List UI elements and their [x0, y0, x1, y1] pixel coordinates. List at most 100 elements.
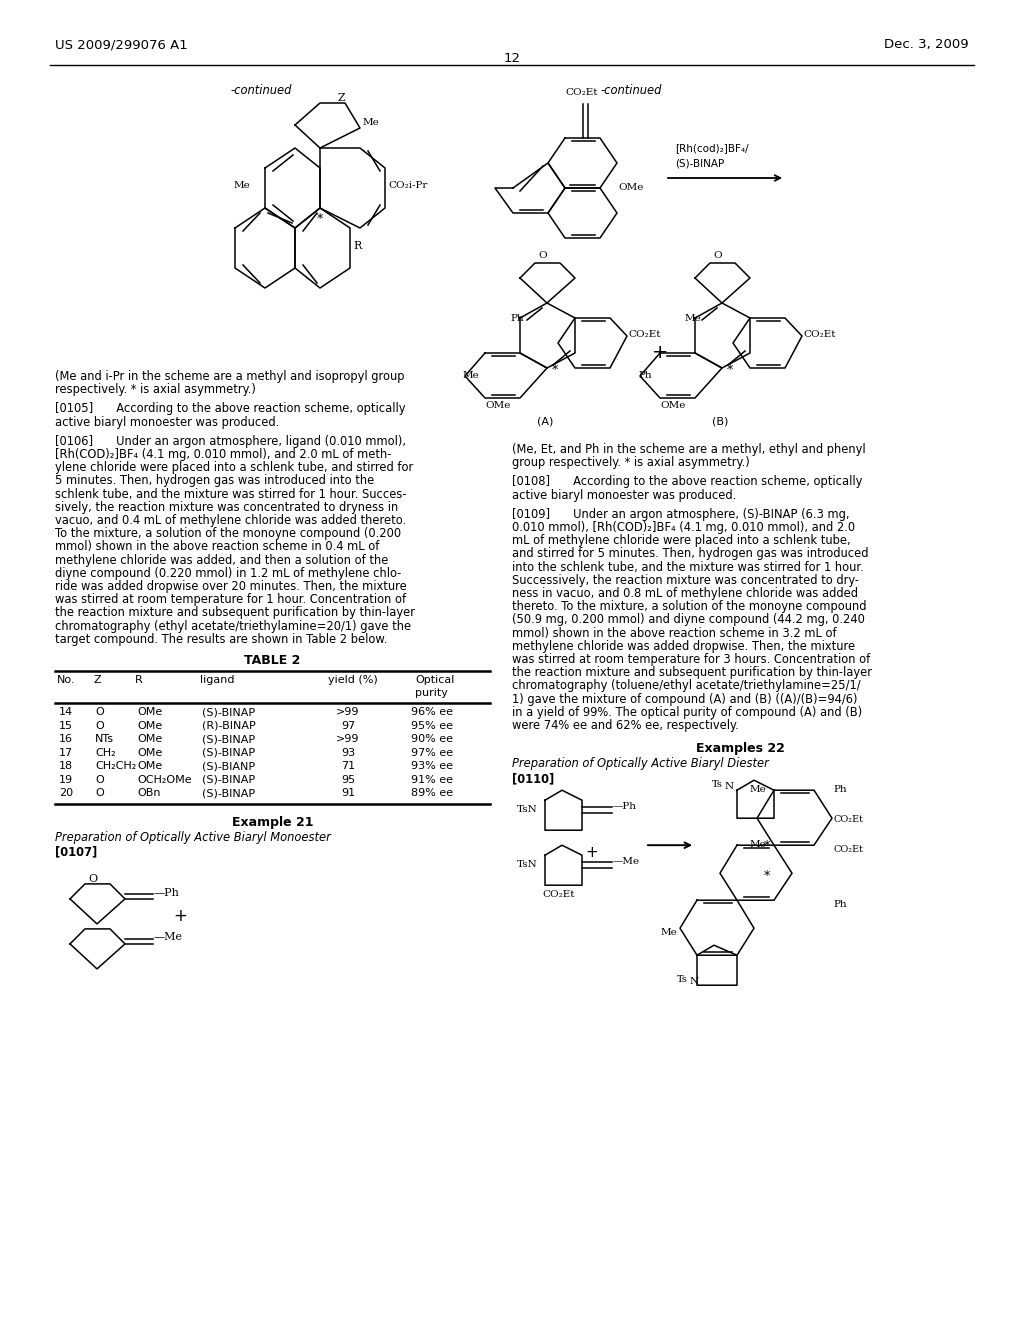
Text: (Me and i-Pr in the scheme are a methyl and isopropyl group: (Me and i-Pr in the scheme are a methyl …	[55, 370, 404, 383]
Text: (S)-BINAP: (S)-BINAP	[202, 788, 255, 799]
Text: (S)-BINAP: (S)-BINAP	[202, 775, 255, 785]
Text: 0.010 mmol), [Rh(COD)₂]BF₄ (4.1 mg, 0.010 mmol), and 2.0: 0.010 mmol), [Rh(COD)₂]BF₄ (4.1 mg, 0.01…	[512, 521, 855, 535]
Text: ligand: ligand	[200, 675, 234, 685]
Text: TABLE 2: TABLE 2	[245, 653, 301, 667]
Text: NTs: NTs	[95, 734, 114, 744]
Text: *: *	[316, 213, 324, 226]
Text: Ts: Ts	[677, 975, 688, 985]
Text: +: +	[173, 907, 187, 925]
Text: 89% ee: 89% ee	[411, 788, 453, 799]
Text: CO₂i-Pr: CO₂i-Pr	[388, 181, 427, 190]
Text: active biaryl monoester was produced.: active biaryl monoester was produced.	[55, 416, 280, 429]
Text: [Rh(COD)₂]BF₄ (4.1 mg, 0.010 mmol), and 2.0 mL of meth-: [Rh(COD)₂]BF₄ (4.1 mg, 0.010 mmol), and …	[55, 447, 391, 461]
Text: Me: Me	[463, 371, 480, 380]
Text: Optical: Optical	[415, 675, 455, 685]
Text: yield (%): yield (%)	[328, 675, 378, 685]
Text: (S)-BIANP: (S)-BIANP	[202, 762, 255, 771]
Text: (S)-BINAP: (S)-BINAP	[202, 748, 255, 758]
Text: >99: >99	[336, 708, 359, 717]
Text: CO₂Et: CO₂Et	[628, 330, 660, 339]
Text: [0109]  Under an argon atmosphere, (S)-BINAP (6.3 mg,: [0109] Under an argon atmosphere, (S)-BI…	[512, 508, 850, 521]
Text: mmol) shown in the above reaction scheme in 0.4 mL of: mmol) shown in the above reaction scheme…	[55, 540, 379, 553]
Text: [0110]: [0110]	[512, 772, 554, 785]
Text: 95% ee: 95% ee	[411, 721, 453, 731]
Text: into the schlenk tube, and the mixture was stirred for 1 hour.: into the schlenk tube, and the mixture w…	[512, 561, 864, 574]
Text: 5 minutes. Then, hydrogen gas was introduced into the: 5 minutes. Then, hydrogen gas was introd…	[55, 474, 374, 487]
Text: [0105]  According to the above reaction scheme, optically: [0105] According to the above reaction s…	[55, 403, 406, 416]
Text: OBn: OBn	[137, 788, 161, 799]
Text: 12: 12	[504, 51, 520, 65]
Text: chromatography (toluene/ethyl acetate/triethylamine=25/1/: chromatography (toluene/ethyl acetate/tr…	[512, 680, 860, 693]
Text: 1) gave the mixture of compound (A) and (B) ((A)/(B)=94/6): 1) gave the mixture of compound (A) and …	[512, 693, 857, 706]
Text: methylene chloride was added, and then a solution of the: methylene chloride was added, and then a…	[55, 553, 388, 566]
Text: Example 21: Example 21	[231, 816, 313, 829]
Text: Ph: Ph	[833, 785, 847, 795]
Text: US 2009/299076 A1: US 2009/299076 A1	[55, 38, 187, 51]
Text: [0108]  According to the above reaction scheme, optically: [0108] According to the above reaction s…	[512, 475, 862, 488]
Text: (S)-BINAP: (S)-BINAP	[202, 708, 255, 717]
Text: *: *	[727, 364, 733, 378]
Text: CH₂: CH₂	[95, 748, 116, 758]
Text: O: O	[714, 251, 722, 260]
Text: sively, the reaction mixture was concentrated to dryness in: sively, the reaction mixture was concent…	[55, 500, 398, 513]
Text: Ph: Ph	[833, 900, 847, 909]
Text: schlenk tube, and the mixture was stirred for 1 hour. Succes-: schlenk tube, and the mixture was stirre…	[55, 487, 407, 500]
Text: N: N	[725, 783, 734, 791]
Text: —Ph: —Ph	[613, 803, 637, 812]
Text: CO₂Et: CO₂Et	[833, 816, 863, 824]
Text: CO₂Et: CO₂Et	[542, 890, 574, 899]
Text: 14: 14	[59, 708, 73, 717]
Text: Me: Me	[660, 928, 677, 937]
Text: mmol) shown in the above reaction scheme in 3.2 mL of: mmol) shown in the above reaction scheme…	[512, 627, 837, 640]
Text: OMe: OMe	[137, 721, 162, 731]
Text: O: O	[539, 251, 547, 260]
Text: [Rh(cod)₂]BF₄/: [Rh(cod)₂]BF₄/	[675, 143, 749, 153]
Text: O: O	[88, 874, 97, 884]
Text: (B): (B)	[712, 416, 728, 426]
Text: Ts: Ts	[712, 780, 723, 789]
Text: Z: Z	[93, 675, 100, 685]
Text: target compound. The results are shown in Table 2 below.: target compound. The results are shown i…	[55, 632, 387, 645]
Text: OMe: OMe	[485, 401, 510, 411]
Text: diyne compound (0.220 mmol) in 1.2 mL of methylene chlo-: diyne compound (0.220 mmol) in 1.2 mL of…	[55, 566, 401, 579]
Text: Preparation of Optically Active Biaryl Monoester: Preparation of Optically Active Biaryl M…	[55, 830, 331, 843]
Text: TsN: TsN	[517, 805, 538, 814]
Text: OCH₂OMe: OCH₂OMe	[137, 775, 191, 785]
Text: To the mixture, a solution of the monoyne compound (0.200: To the mixture, a solution of the monoyn…	[55, 527, 401, 540]
Text: OMe: OMe	[137, 708, 162, 717]
Text: —Me: —Me	[154, 932, 183, 942]
Text: N: N	[690, 977, 699, 986]
Text: (S)-BINAP: (S)-BINAP	[202, 734, 255, 744]
Text: was stirred at room temperature for 1 hour. Concentration of: was stirred at room temperature for 1 ho…	[55, 593, 407, 606]
Text: R: R	[353, 242, 361, 251]
Text: 19: 19	[59, 775, 73, 785]
Text: Me: Me	[750, 785, 767, 795]
Text: 18: 18	[59, 762, 73, 771]
Text: >99: >99	[336, 734, 359, 744]
Text: ylene chloride were placed into a schlenk tube, and stirred for: ylene chloride were placed into a schlen…	[55, 461, 414, 474]
Text: OMe: OMe	[137, 762, 162, 771]
Text: thereto. To the mixture, a solution of the monoyne compound: thereto. To the mixture, a solution of t…	[512, 601, 866, 614]
Text: *: *	[764, 841, 770, 853]
Text: 90% ee: 90% ee	[411, 734, 453, 744]
Text: methylene chloride was added dropwise. Then, the mixture: methylene chloride was added dropwise. T…	[512, 640, 855, 653]
Text: 96% ee: 96% ee	[411, 708, 453, 717]
Text: the reaction mixture and subsequent purification by thin-layer: the reaction mixture and subsequent puri…	[55, 606, 415, 619]
Text: 91: 91	[341, 788, 355, 799]
Text: -continued: -continued	[600, 84, 662, 96]
Text: *: *	[764, 870, 770, 883]
Text: 16: 16	[59, 734, 73, 744]
Text: +: +	[586, 845, 598, 861]
Text: purity: purity	[415, 688, 447, 698]
Text: (A): (A)	[537, 416, 553, 426]
Text: -continued: -continued	[230, 84, 292, 96]
Text: and stirred for 5 minutes. Then, hydrogen gas was introduced: and stirred for 5 minutes. Then, hydroge…	[512, 548, 868, 561]
Text: [0106]  Under an argon atmosphere, ligand (0.010 mmol),: [0106] Under an argon atmosphere, ligand…	[55, 434, 406, 447]
Text: —Me: —Me	[613, 857, 640, 866]
Text: R: R	[135, 675, 142, 685]
Text: CO₂Et: CO₂Et	[565, 88, 597, 96]
Text: 93% ee: 93% ee	[411, 762, 453, 771]
Text: 97% ee: 97% ee	[411, 748, 453, 758]
Text: were 74% ee and 62% ee, respectively.: were 74% ee and 62% ee, respectively.	[512, 719, 738, 733]
Text: (S)-BINAP: (S)-BINAP	[675, 158, 724, 168]
